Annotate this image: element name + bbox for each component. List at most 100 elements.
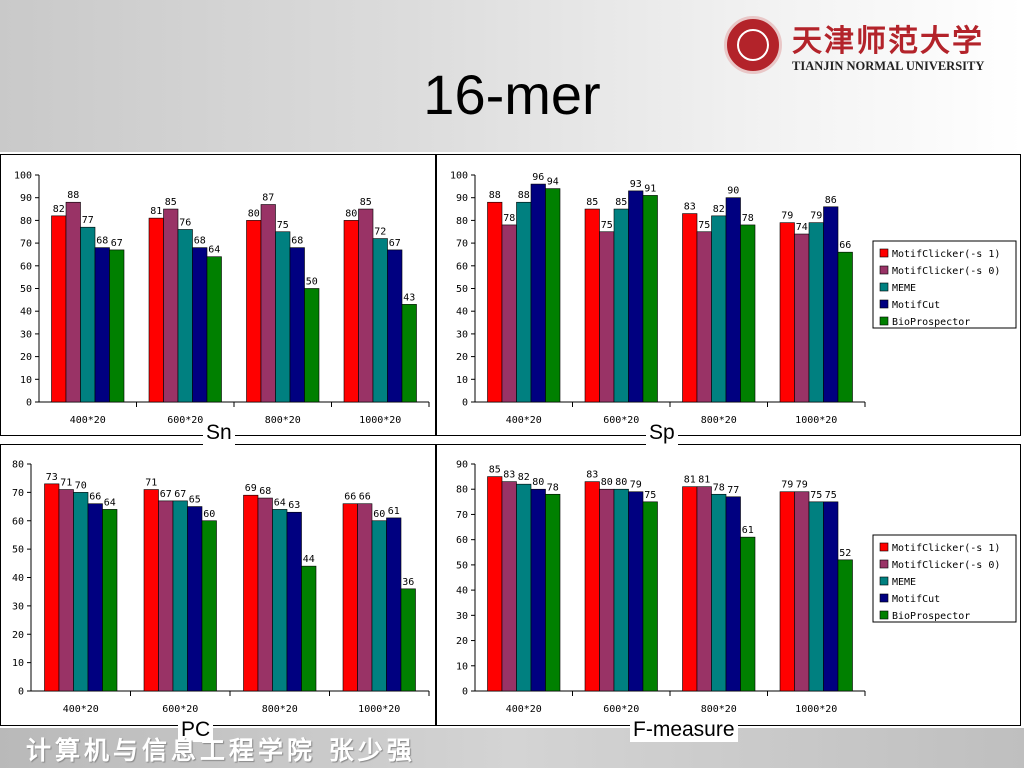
bar-value-label: 75 xyxy=(825,490,837,501)
x-tick-label: 1000*20 xyxy=(359,415,401,426)
bar-value-label: 85 xyxy=(489,465,501,476)
bar-value-label: 76 xyxy=(179,217,191,228)
legend-box xyxy=(872,240,1017,329)
legend-label: MEME xyxy=(892,283,916,294)
bar xyxy=(711,493,727,692)
bar xyxy=(808,501,824,692)
bar xyxy=(794,491,810,692)
y-tick-label: 0 xyxy=(26,398,32,409)
bar-value-label: 83 xyxy=(503,470,515,481)
y-tick-label: 70 xyxy=(20,239,32,250)
legend-swatch xyxy=(879,282,889,292)
x-tick-label: 800*20 xyxy=(262,704,298,715)
bar-value-label: 77 xyxy=(727,485,739,496)
bar xyxy=(163,208,179,403)
bar xyxy=(599,488,615,692)
bar-value-label: 94 xyxy=(547,177,559,188)
bar xyxy=(823,501,839,692)
y-tick-label: 40 xyxy=(456,307,468,318)
bar xyxy=(696,486,712,692)
bar-value-label: 66 xyxy=(839,240,851,251)
y-tick-label: 10 xyxy=(456,375,468,386)
bar-value-label: 80 xyxy=(532,477,544,488)
y-tick-label: 0 xyxy=(18,687,24,698)
y-tick-label: 30 xyxy=(12,601,24,612)
y-tick-label: 20 xyxy=(456,352,468,363)
bar xyxy=(740,224,756,403)
bar-value-label: 50 xyxy=(306,277,318,288)
y-tick-label: 0 xyxy=(462,398,468,409)
bar xyxy=(94,247,110,403)
bar-value-label: 68 xyxy=(291,236,303,247)
university-name-en: TIANJIN NORMAL UNIVERSITY xyxy=(792,59,985,73)
y-tick-label: 40 xyxy=(20,307,32,318)
y-tick-label: 50 xyxy=(12,545,24,556)
bar-value-label: 72 xyxy=(374,227,386,238)
y-tick-label: 30 xyxy=(20,329,32,340)
bar xyxy=(779,491,795,692)
bar-value-label: 61 xyxy=(388,506,400,517)
y-tick-label: 10 xyxy=(20,375,32,386)
bar-value-label: 79 xyxy=(781,480,793,491)
bar-value-label: 69 xyxy=(245,483,257,494)
bar-value-label: 80 xyxy=(248,208,260,219)
bar xyxy=(301,565,317,692)
bar-value-label: 78 xyxy=(547,482,559,493)
bar-value-label: 81 xyxy=(150,206,162,217)
title-band xyxy=(0,0,1024,152)
bar-value-label: 88 xyxy=(489,190,501,201)
bar-value-label: 88 xyxy=(67,190,79,201)
bar xyxy=(837,251,853,403)
x-tick-label: 800*20 xyxy=(701,704,737,715)
bar-value-label: 82 xyxy=(518,472,530,483)
x-tick-label: 1000*20 xyxy=(795,415,837,426)
bar-value-label: 81 xyxy=(698,475,710,486)
legend-label: MotifCut xyxy=(892,300,940,311)
bar xyxy=(243,494,259,692)
bar-value-label: 68 xyxy=(96,236,108,247)
bar-value-label: 43 xyxy=(403,292,415,303)
bar-value-label: 80 xyxy=(615,477,627,488)
bar-value-label: 79 xyxy=(630,480,642,491)
bar-value-label: 78 xyxy=(742,213,754,224)
university-seal-icon xyxy=(724,16,782,74)
legend-swatch xyxy=(879,576,889,586)
caption-sn: Sn xyxy=(203,421,235,445)
bar-value-label: 71 xyxy=(60,478,72,489)
y-tick-label: 80 xyxy=(20,216,32,227)
bar-value-label: 68 xyxy=(194,236,206,247)
x-tick-label: 400*20 xyxy=(506,704,542,715)
university-logo: 天津师范大学 TIANJIN NORMAL UNIVERSITY xyxy=(724,14,1014,80)
bar-value-label: 67 xyxy=(174,489,186,500)
x-tick-label: 600*20 xyxy=(167,415,203,426)
y-tick-label: 20 xyxy=(456,636,468,647)
bar xyxy=(545,493,561,692)
chart-panel-sn: 0 10 20 30 40 50 60 70 80 90 100 82 88 77 68 67 400*20 81… xyxy=(0,154,436,436)
bar xyxy=(711,215,727,403)
bar-value-label: 85 xyxy=(165,197,177,208)
bar xyxy=(65,201,81,403)
bar xyxy=(187,506,203,692)
bar xyxy=(372,238,388,403)
bar-value-label: 82 xyxy=(53,204,65,215)
bar xyxy=(584,481,600,692)
legend-box xyxy=(872,534,1017,623)
bar-value-label: 96 xyxy=(532,172,544,183)
legend-label: BioProspector xyxy=(892,611,970,622)
y-tick-label: 50 xyxy=(20,284,32,295)
bar-value-label: 60 xyxy=(203,509,215,520)
bar-value-label: 78 xyxy=(503,213,515,224)
legend-swatch xyxy=(879,593,889,603)
bar-value-label: 67 xyxy=(389,238,401,249)
x-tick-label: 600*20 xyxy=(162,704,198,715)
bar xyxy=(682,213,698,403)
bar xyxy=(158,500,174,692)
y-tick-label: 20 xyxy=(20,352,32,363)
bar xyxy=(516,483,532,692)
bar-value-label: 78 xyxy=(713,482,725,493)
chart-panel-pc: 0 10 20 30 40 50 60 70 80 73 71 70 66 64 400*20 71 67 67 6… xyxy=(0,444,436,726)
y-tick-label: 30 xyxy=(456,329,468,340)
legend-label: MotifClicker(-s 0) xyxy=(892,266,1000,277)
y-tick-label: 50 xyxy=(456,284,468,295)
bar-value-label: 91 xyxy=(644,183,656,194)
